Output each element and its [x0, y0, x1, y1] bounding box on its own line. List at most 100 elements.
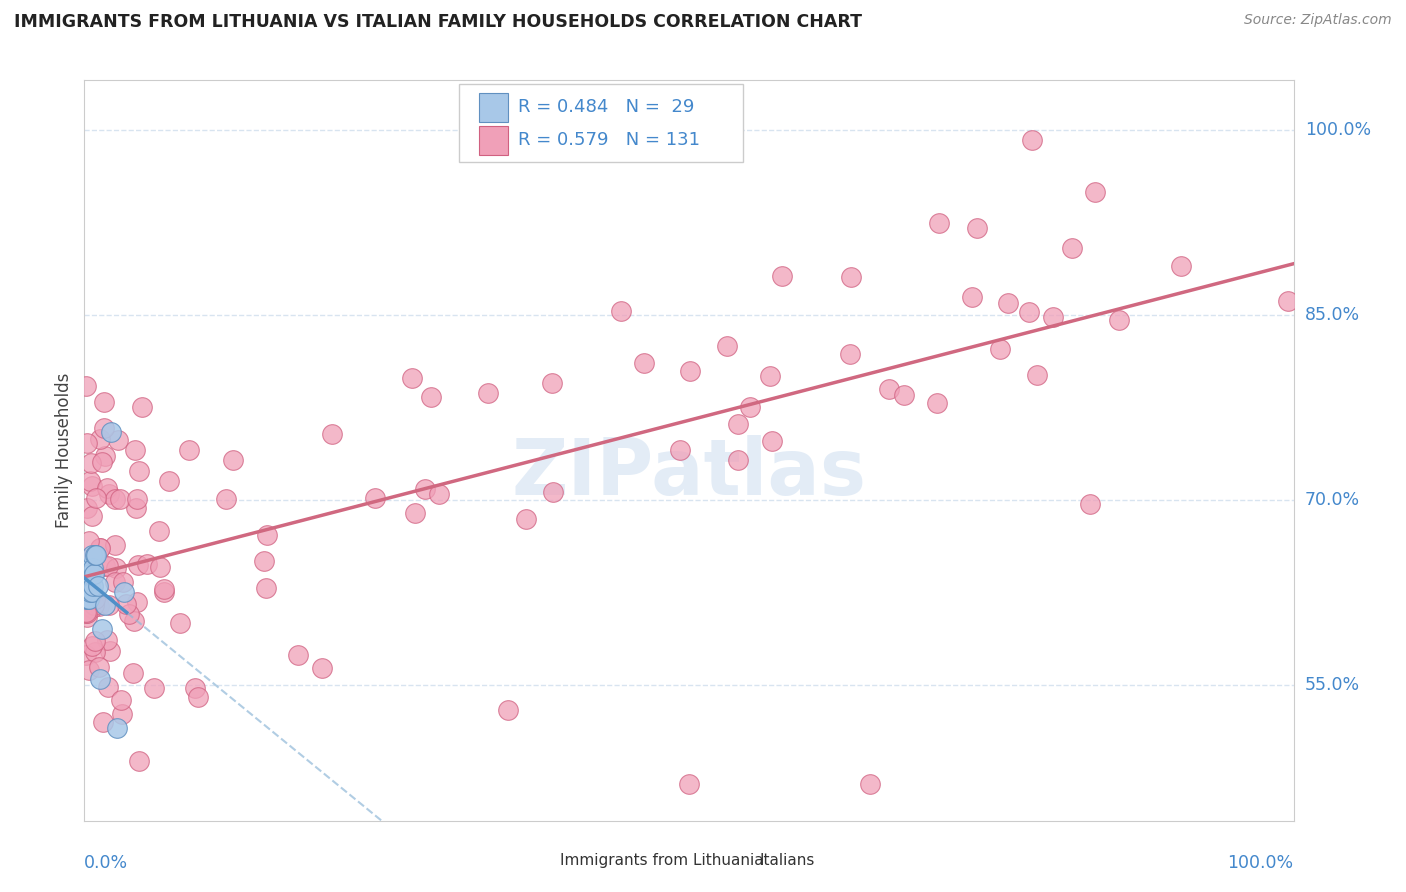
Point: [84, 634, 107, 648]
Point: [84, 564, 107, 578]
FancyBboxPatch shape: [730, 853, 752, 871]
Point: [75, 379, 97, 393]
Point: [177, 443, 200, 458]
Text: R = 0.579   N = 131: R = 0.579 N = 131: [519, 131, 700, 150]
Point: [80, 640, 103, 654]
Point: [187, 690, 209, 704]
Point: [76, 573, 98, 587]
Point: [86, 549, 108, 563]
Point: [610, 304, 633, 318]
Point: [76, 500, 98, 515]
Point: [770, 268, 793, 283]
Text: 85.0%: 85.0%: [1305, 306, 1360, 324]
Point: [80, 456, 103, 470]
Point: [77, 663, 100, 677]
Point: [222, 452, 245, 467]
Point: [127, 595, 149, 609]
Point: [122, 614, 145, 628]
Point: [89, 541, 111, 555]
Point: [879, 382, 901, 396]
Point: [77, 591, 100, 606]
Point: [128, 464, 150, 478]
Point: [76, 560, 98, 574]
Point: [89, 432, 111, 446]
Point: [962, 290, 984, 304]
Point: [148, 524, 170, 539]
Text: ZIPatlas: ZIPatlas: [512, 434, 866, 511]
Point: [94, 598, 117, 612]
Text: 55.0%: 55.0%: [1305, 676, 1360, 694]
Point: [112, 585, 135, 599]
Point: [80, 509, 103, 524]
Point: [91, 623, 114, 637]
Point: [761, 434, 783, 448]
Point: [149, 560, 172, 574]
Point: [104, 492, 127, 507]
Point: [515, 512, 537, 526]
Point: [966, 220, 988, 235]
Point: [76, 609, 98, 624]
Point: [75, 592, 97, 607]
Point: [287, 648, 309, 663]
Point: [79, 585, 101, 599]
Point: [100, 425, 122, 439]
Point: [79, 533, 101, 548]
Point: [75, 566, 97, 581]
Text: 100.0%: 100.0%: [1305, 120, 1371, 138]
Point: [716, 339, 738, 353]
Point: [76, 436, 98, 450]
Point: [79, 474, 101, 488]
Text: 100.0%: 100.0%: [1227, 854, 1294, 872]
Point: [77, 591, 100, 606]
Point: [124, 443, 146, 458]
FancyBboxPatch shape: [478, 93, 508, 122]
Point: [413, 482, 436, 496]
Text: R = 0.484   N =  29: R = 0.484 N = 29: [519, 98, 695, 116]
Point: [633, 356, 655, 370]
Point: [1021, 132, 1043, 146]
Point: [96, 632, 118, 647]
Point: [97, 680, 120, 694]
Point: [1277, 294, 1299, 309]
Point: [83, 566, 105, 581]
Point: [183, 681, 205, 695]
Point: [84, 491, 107, 506]
Point: [77, 560, 100, 574]
Point: [82, 560, 104, 574]
Point: [80, 549, 103, 563]
Point: [1060, 241, 1083, 255]
Point: [104, 560, 127, 574]
Point: [73, 573, 96, 587]
Point: [82, 579, 104, 593]
Point: [127, 558, 149, 573]
Point: [738, 400, 761, 414]
Point: [76, 606, 98, 620]
Point: [84, 549, 107, 563]
Point: [75, 591, 97, 606]
Text: 70.0%: 70.0%: [1305, 491, 1360, 508]
Point: [997, 295, 1019, 310]
Point: [1025, 368, 1047, 382]
Point: [311, 661, 333, 675]
Point: [86, 579, 108, 593]
Point: [1170, 259, 1192, 273]
Point: [87, 659, 110, 673]
Point: [96, 481, 118, 495]
Point: [256, 528, 278, 542]
Point: [73, 585, 96, 599]
FancyBboxPatch shape: [460, 84, 744, 161]
Point: [124, 500, 146, 515]
Point: [541, 376, 564, 391]
Point: [727, 417, 749, 432]
Point: [759, 368, 782, 383]
Text: Immigrants from Lithuania: Immigrants from Lithuania: [560, 853, 763, 868]
Point: [127, 492, 149, 507]
Point: [427, 487, 450, 501]
Point: [477, 386, 499, 401]
Point: [83, 599, 105, 613]
Y-axis label: Family Households: Family Households: [55, 373, 73, 528]
Point: [79, 566, 101, 581]
Point: [364, 491, 387, 505]
Text: 0.0%: 0.0%: [84, 854, 128, 872]
Point: [77, 560, 100, 574]
